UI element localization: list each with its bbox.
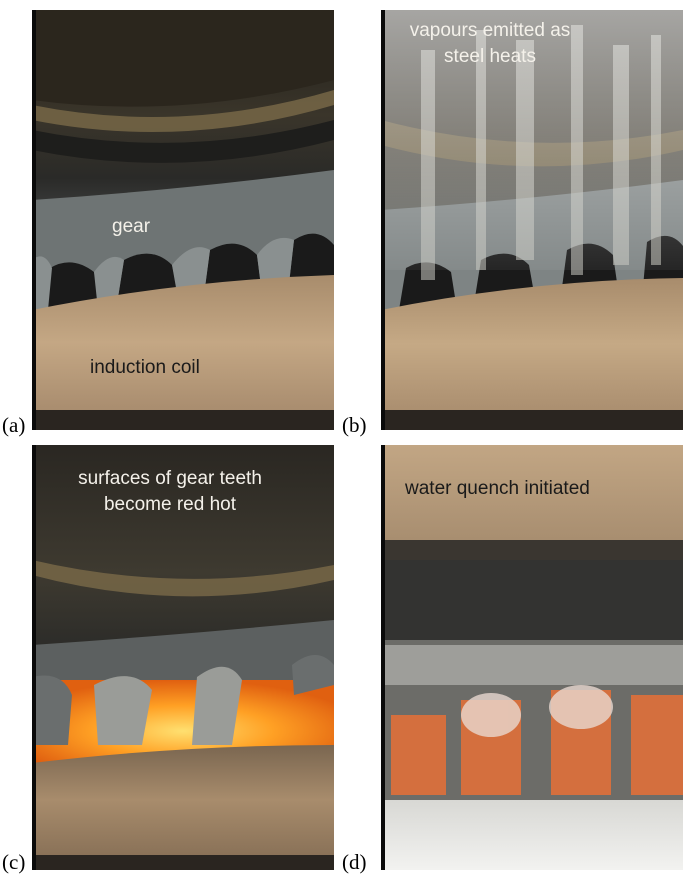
- panel-c-left-edge: [32, 445, 36, 870]
- panel-label-c: (c): [2, 850, 26, 874]
- photo-panel-d: [381, 445, 683, 870]
- gear-photo-c: [32, 445, 334, 870]
- photo-panel-b: [381, 10, 683, 430]
- gear-photo-b: [381, 10, 683, 430]
- red-hot-annotation-line1: surfaces of gear teeth: [78, 468, 262, 489]
- panel-label-a: (a): [2, 413, 26, 437]
- induction-coil-annotation: induction coil: [90, 357, 200, 378]
- panel-label-b: (b): [342, 413, 367, 437]
- vapours-annotation-line1: vapours emitted as: [409, 20, 571, 41]
- gear-annotation: gear: [112, 216, 151, 237]
- panel-b-left-edge: [381, 10, 385, 430]
- photo-panel-a: [32, 10, 334, 430]
- red-hot-annotation-line2: become red hot: [103, 494, 237, 515]
- panel-a-left-edge: [32, 10, 36, 430]
- vapours-annotation-line2: steel heats: [444, 46, 536, 67]
- water-quench-annotation: water quench initiated: [405, 478, 590, 499]
- photo-panel-c: [32, 445, 334, 870]
- gear-photo-a: [32, 10, 334, 430]
- panel-label-d: (d): [342, 850, 367, 874]
- panel-d-left-edge: [381, 445, 385, 870]
- gear-photo-d: [381, 445, 683, 870]
